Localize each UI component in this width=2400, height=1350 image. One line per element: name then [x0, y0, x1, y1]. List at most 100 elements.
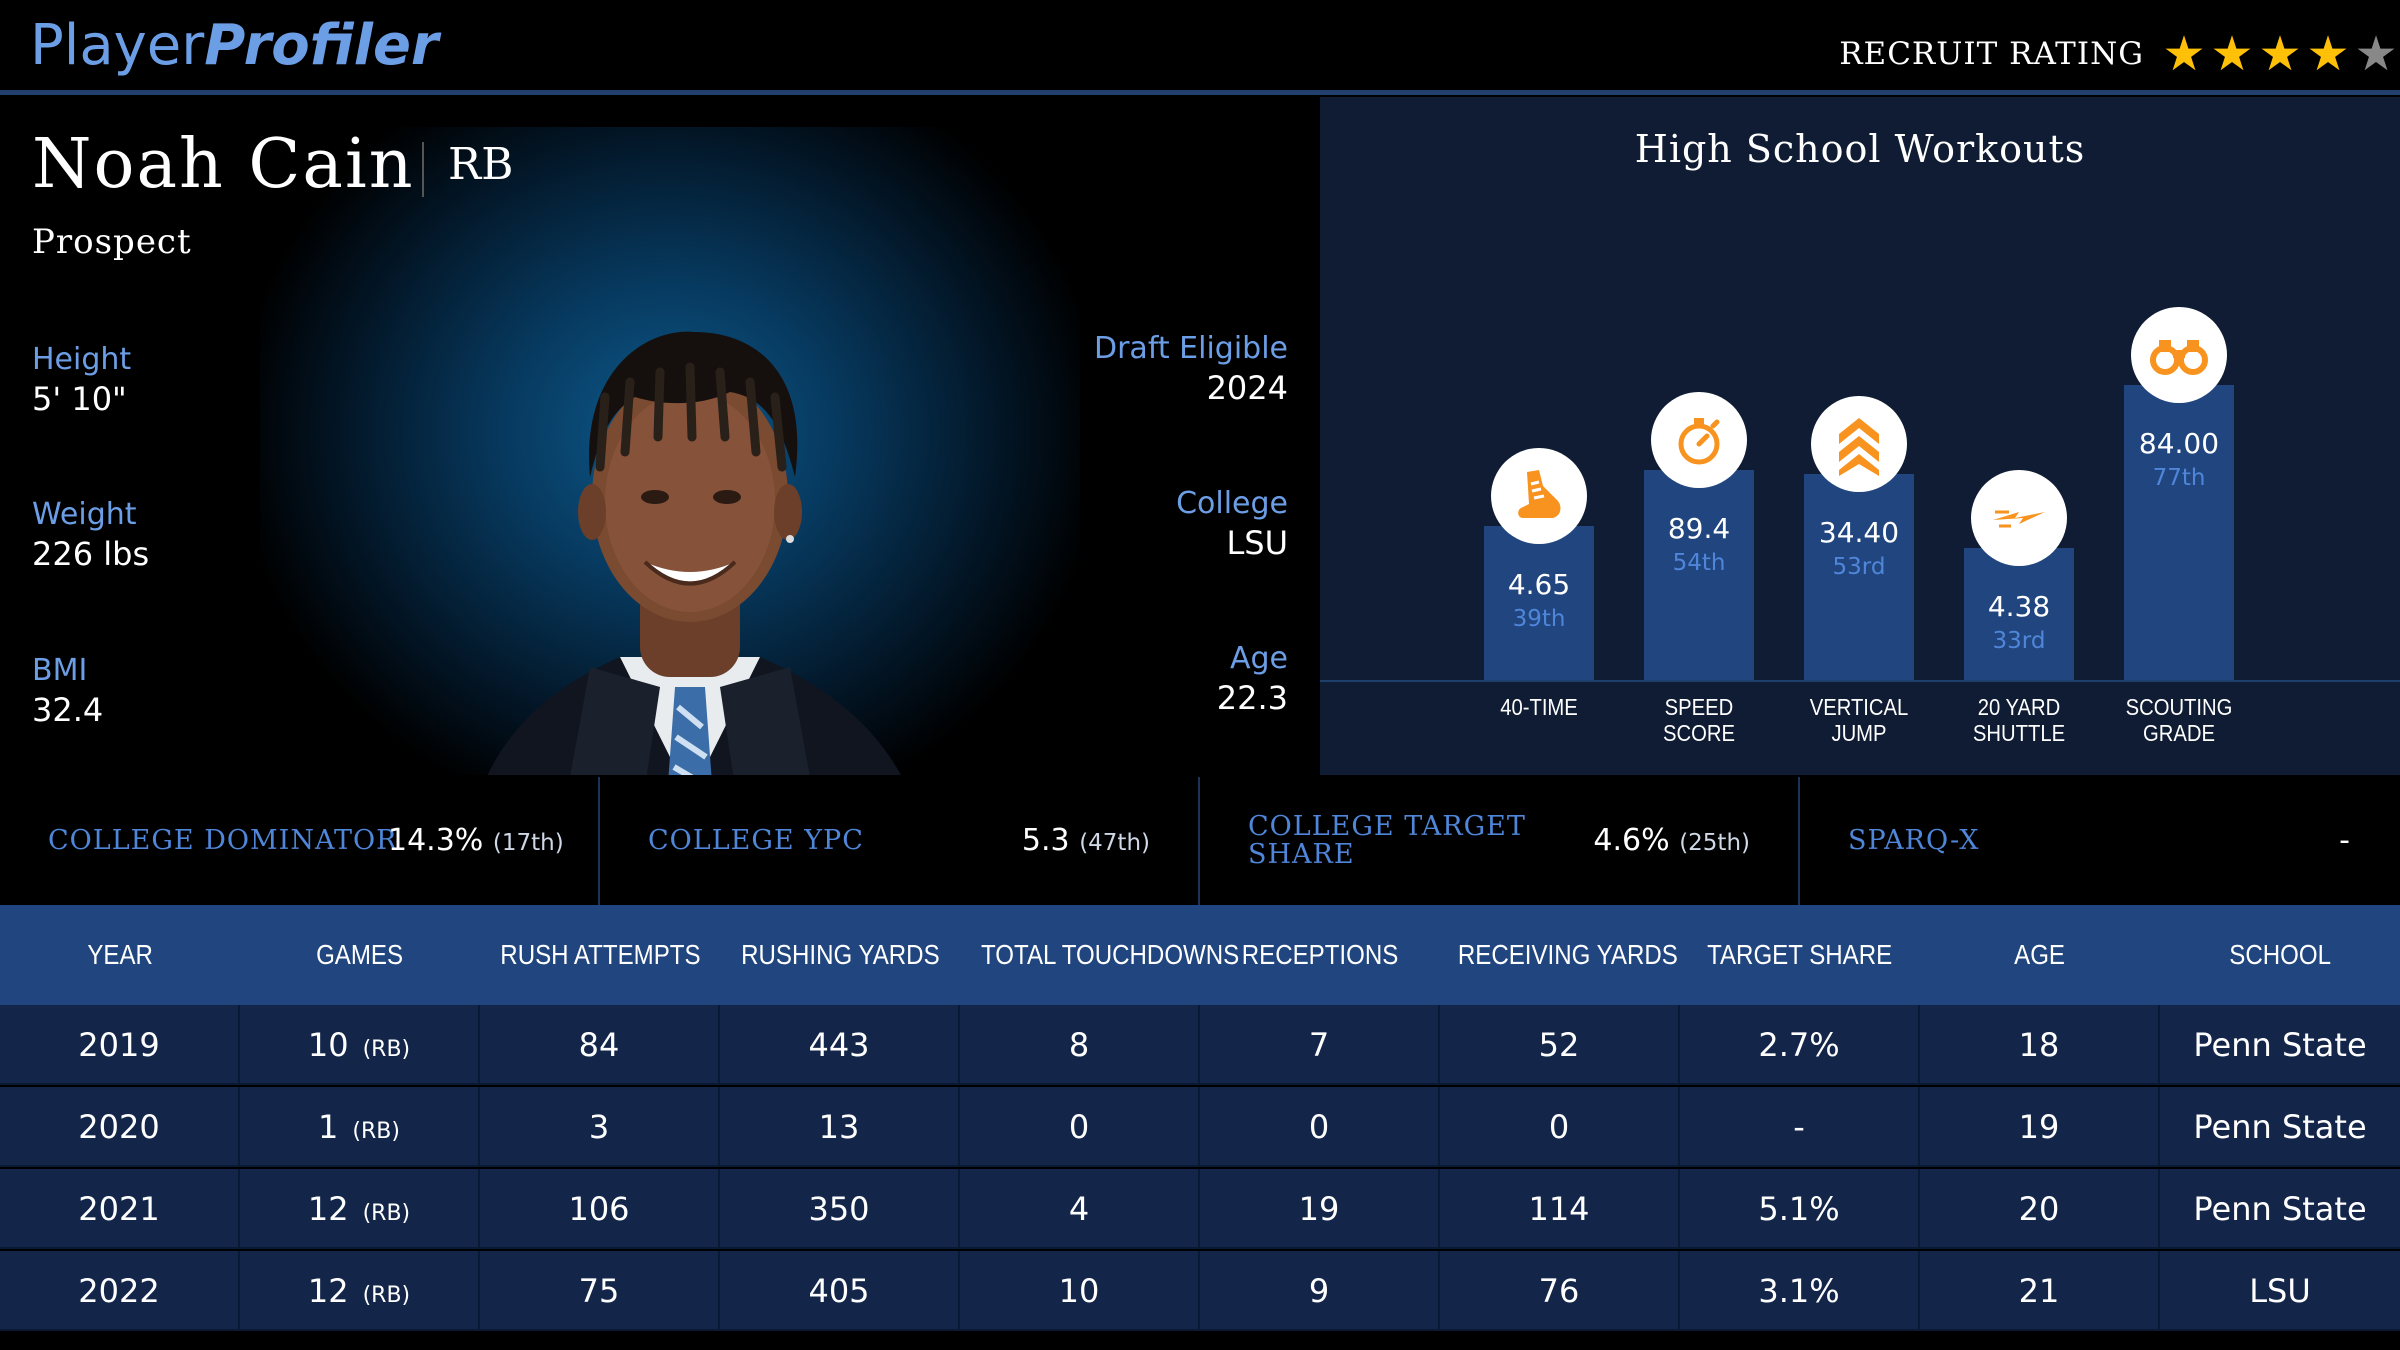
workout-value: 84.00 — [2138, 427, 2220, 460]
column-header[interactable]: SCHOOL — [2229, 939, 2331, 970]
table-cell-age: 21 — [1920, 1251, 2160, 1331]
table-cell-age: 19 — [1920, 1087, 2160, 1167]
table-cell-rec: 9 — [1200, 1251, 1440, 1331]
workout-label: 20 YARD SHUTTLE — [1972, 694, 2066, 746]
college-value: LSU — [1226, 524, 1288, 562]
binoculars-icon — [2131, 307, 2227, 403]
column-header[interactable]: RECEIVING YARDS — [1457, 939, 1678, 970]
table-cell-school: LSU — [2249, 1272, 2311, 1310]
metric-value: 14.3% (17th) — [388, 823, 564, 858]
column-header[interactable]: RUSH ATTEMPTS — [499, 939, 701, 970]
player-status: Prospect — [32, 222, 192, 262]
column-header[interactable]: GAMES — [316, 939, 404, 970]
stats-table-header: YEAR GAMES RUSH ATTEMPTS RUSHING YARDS TOTAL… — [0, 905, 2400, 1005]
column-header[interactable]: RECEPTIONS — [1241, 939, 1399, 970]
table-cell-target-share: 2.7% — [1680, 1005, 1920, 1085]
high-school-workouts-panel: High School Workouts 4.65 39th 40-TIME 89.4… — [1320, 97, 2400, 775]
workout-percentile: 33rd — [1992, 628, 2046, 654]
table-cell-school: Penn State — [2193, 1108, 2367, 1146]
metric-label: COLLEGE TARGET SHARE — [1248, 811, 1526, 870]
workout-value: 4.38 — [1987, 590, 2051, 623]
workout-label: VERTICAL JUMP — [1809, 694, 1909, 746]
age-value: 22.3 — [1216, 679, 1288, 717]
weight-label: Weight — [32, 497, 137, 532]
star-filled-icon: ★ — [2306, 26, 2350, 82]
star-filled-icon: ★ — [2210, 26, 2254, 82]
metric-value: 5.3 (47th) — [1021, 823, 1150, 858]
bmi-label: BMI — [32, 653, 88, 688]
recruit-rating: RECRUIT RATING ★ ★ ★ ★ ★ — [1839, 28, 2400, 80]
table-cell-age: 18 — [1920, 1005, 2160, 1085]
table-cell-school: Penn State — [2193, 1190, 2367, 1228]
age-label: Age — [1229, 641, 1288, 676]
column-header[interactable]: RUSHING YARDS — [740, 939, 940, 970]
workout-value: 34.40 — [1818, 516, 1900, 549]
metric-college-target-share[interactable]: COLLEGE TARGET SHARE 4.6% (25th) — [1200, 777, 1798, 905]
top-bar: PlayerProfiler RECRUIT RATING ★ ★ ★ ★ ★ — [0, 0, 2400, 92]
star-filled-icon: ★ — [2258, 26, 2302, 82]
bmi-value: 32.4 — [32, 691, 104, 729]
table-cell-rec: 7 — [1200, 1005, 1440, 1085]
table-cell-year: 2022 — [0, 1251, 240, 1331]
player-position: RB — [448, 139, 514, 190]
metric-divider — [1798, 777, 1800, 905]
metric-value: 4.6% (25th) — [1593, 823, 1750, 858]
metric-label: COLLEGE DOMINATOR — [48, 825, 398, 856]
table-cell-games: 12 (RB) — [240, 1169, 480, 1249]
table-cell-rec: 0 — [1200, 1087, 1440, 1167]
column-header[interactable]: TOTAL TOUCHDOWNS — [981, 939, 1240, 970]
workout-percentile: 53rd — [1832, 554, 1886, 580]
metric-value: - — [2339, 823, 2350, 858]
workout-bar[interactable] — [1804, 474, 1914, 680]
table-cell-target-share: 3.1% — [1680, 1251, 1920, 1331]
table-cell-rush-yds: 405 — [720, 1251, 960, 1331]
column-header[interactable]: AGE — [2014, 939, 2066, 970]
table-cell-rush-yds: 443 — [720, 1005, 960, 1085]
workout-label: SPEED SCORE — [1663, 694, 1735, 746]
table-cell-td: 0 — [960, 1087, 1200, 1167]
weight-value: 226 lbs — [32, 535, 150, 573]
table-cell-rec-yds: 52 — [1440, 1005, 1680, 1085]
workouts-title: High School Workouts — [1634, 127, 2086, 171]
table-cell-rec-yds: 114 — [1440, 1169, 1680, 1249]
workout-percentile: 39th — [1512, 606, 1566, 632]
workout-percentile: 77th — [2152, 465, 2206, 491]
recruit-stars: ★ ★ ★ ★ ★ — [2160, 28, 2400, 80]
table-row: 2020 1 (RB) 3 13 0 0 0-19 Penn State — [0, 1087, 2400, 1167]
player-profiler-logo[interactable]: PlayerProfiler — [30, 14, 439, 78]
table-cell-rec-yds: 0 — [1440, 1087, 1680, 1167]
workout-bar[interactable] — [2124, 385, 2234, 680]
player-name: Noah Cain — [32, 125, 415, 204]
workout-value: 89.4 — [1667, 512, 1731, 545]
table-cell-td: 4 — [960, 1169, 1200, 1249]
column-header[interactable]: YEAR — [87, 939, 153, 970]
table-cell-rec: 19 — [1200, 1169, 1440, 1249]
metric-divider — [1198, 777, 1200, 905]
workout-bar[interactable] — [1964, 548, 2074, 680]
metric-label: COLLEGE YPC — [648, 825, 864, 856]
workout-value: 4.65 — [1507, 568, 1571, 601]
metric-sparq-x[interactable]: SPARQ-X - — [1800, 777, 2400, 905]
metric-college-ypc[interactable]: COLLEGE YPC 5.3 (47th) — [600, 777, 1198, 905]
workout-bar[interactable] — [1484, 526, 1594, 680]
table-cell-school: Penn State — [2193, 1026, 2367, 1064]
metric-college-dominator[interactable]: COLLEGE DOMINATOR 14.3% (17th) — [0, 777, 598, 905]
header-divider — [0, 90, 2400, 95]
logo-text-player: Player — [30, 13, 205, 78]
metric-label: SPARQ-X — [1848, 825, 1980, 856]
workout-label: 40-TIME — [1500, 694, 1578, 720]
lightning-icon — [1971, 470, 2067, 566]
table-cell-rush-att: 75 — [480, 1251, 720, 1331]
workout-bar[interactable] — [1644, 470, 1754, 680]
column-header[interactable]: TARGET SHARE — [1707, 939, 1893, 970]
table-cell-year: 2020 — [0, 1087, 240, 1167]
draft-eligible-value: 2024 — [1206, 369, 1288, 407]
college-metrics-strip: COLLEGE DOMINATOR 14.3% (17th) COLLEGE Y… — [0, 777, 2400, 905]
table-bottom-border — [0, 1335, 2400, 1350]
table-cell-age: 20 — [1920, 1169, 2160, 1249]
logo-text-profiler: Profiler — [204, 13, 439, 78]
table-cell-rush-att: 3 — [480, 1087, 720, 1167]
table-cell-rush-yds: 13 — [720, 1087, 960, 1167]
star-empty-icon: ★ — [2354, 26, 2398, 82]
table-cell-target-share: - — [1680, 1087, 1920, 1167]
